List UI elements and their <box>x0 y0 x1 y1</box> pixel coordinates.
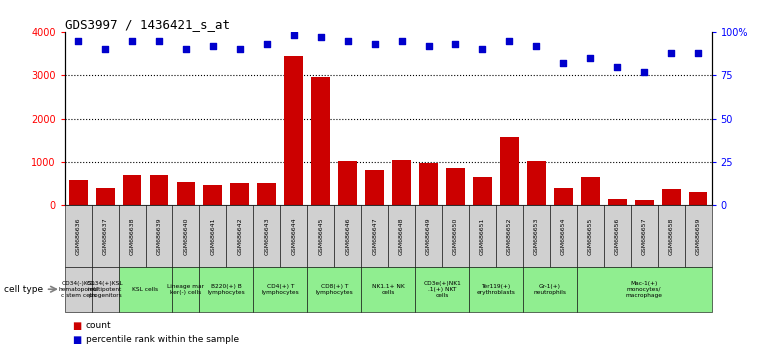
Bar <box>392 160 411 205</box>
Text: GSM686641: GSM686641 <box>211 217 215 255</box>
Point <box>638 69 650 75</box>
Point <box>288 33 300 38</box>
Bar <box>661 189 680 205</box>
Point <box>99 46 111 52</box>
Bar <box>419 163 438 205</box>
Text: CD3e(+)NK1
.1(+) NKT
cells: CD3e(+)NK1 .1(+) NKT cells <box>423 281 461 297</box>
Text: GSM686637: GSM686637 <box>103 217 107 255</box>
Bar <box>365 170 384 205</box>
Text: GSM686654: GSM686654 <box>561 217 565 255</box>
Point <box>557 60 569 66</box>
Text: CD8(+) T
lymphocytes: CD8(+) T lymphocytes <box>315 284 353 295</box>
Bar <box>527 161 546 205</box>
Bar <box>338 161 357 205</box>
Bar <box>689 192 708 205</box>
Point <box>126 38 139 44</box>
Text: ■: ■ <box>72 335 81 345</box>
Bar <box>635 200 654 205</box>
Point <box>314 34 326 40</box>
Text: GSM686642: GSM686642 <box>237 217 242 255</box>
Text: Lineage mar
ker(-) cells: Lineage mar ker(-) cells <box>167 284 205 295</box>
Text: ■: ■ <box>72 321 81 331</box>
Bar <box>150 175 168 205</box>
Text: GSM686656: GSM686656 <box>615 217 619 255</box>
Text: percentile rank within the sample: percentile rank within the sample <box>86 335 239 344</box>
Text: NK1.1+ NK
cells: NK1.1+ NK cells <box>371 284 405 295</box>
Text: CD34(+)KSL
multipotent
progenitors: CD34(+)KSL multipotent progenitors <box>87 281 123 297</box>
Text: GSM686648: GSM686648 <box>399 217 404 255</box>
Point <box>584 55 597 61</box>
Bar <box>231 183 250 205</box>
Text: CD34(-)KSL
hematopoieti
c stem cells: CD34(-)KSL hematopoieti c stem cells <box>59 281 97 297</box>
Point <box>153 38 165 44</box>
Point <box>450 41 462 47</box>
Text: GSM686651: GSM686651 <box>480 217 485 255</box>
Text: GSM686655: GSM686655 <box>587 217 593 255</box>
Text: GSM686645: GSM686645 <box>318 217 323 255</box>
Text: GSM686657: GSM686657 <box>642 217 647 255</box>
Point <box>207 43 219 48</box>
Bar <box>285 56 303 205</box>
Text: GSM686636: GSM686636 <box>75 217 81 255</box>
Point <box>422 43 435 48</box>
Bar <box>446 167 465 205</box>
Point <box>261 41 273 47</box>
Bar <box>473 177 492 205</box>
Point <box>180 46 192 52</box>
Point <box>503 38 515 44</box>
Text: GSM686644: GSM686644 <box>291 217 296 255</box>
Point <box>665 50 677 56</box>
Bar <box>68 180 88 205</box>
Bar <box>500 137 519 205</box>
Point <box>72 38 84 44</box>
Text: B220(+) B
lymphocytes: B220(+) B lymphocytes <box>208 284 245 295</box>
Text: GSM686643: GSM686643 <box>264 217 269 255</box>
Bar <box>96 188 115 205</box>
Bar <box>554 188 573 205</box>
Text: GSM686647: GSM686647 <box>372 217 377 255</box>
Bar <box>177 182 196 205</box>
Text: count: count <box>86 321 112 330</box>
Point <box>530 43 543 48</box>
Text: GSM686639: GSM686639 <box>157 217 161 255</box>
Text: cell type: cell type <box>4 285 43 294</box>
Bar <box>203 185 222 205</box>
Point <box>342 38 354 44</box>
Text: Gr-1(+)
neutrophils: Gr-1(+) neutrophils <box>533 284 566 295</box>
Point <box>476 46 489 52</box>
Point <box>368 41 380 47</box>
Text: GSM686650: GSM686650 <box>453 217 458 255</box>
Bar <box>123 175 142 205</box>
Point <box>396 38 408 44</box>
Point <box>692 50 704 56</box>
Text: GSM686646: GSM686646 <box>345 217 350 255</box>
Text: CD4(+) T
lymphocytes: CD4(+) T lymphocytes <box>262 284 299 295</box>
Text: GDS3997 / 1436421_s_at: GDS3997 / 1436421_s_at <box>65 18 230 31</box>
Bar <box>311 78 330 205</box>
Text: GSM686649: GSM686649 <box>426 217 431 255</box>
Text: GSM686659: GSM686659 <box>696 217 701 255</box>
Bar <box>257 183 276 205</box>
Text: GSM686638: GSM686638 <box>129 217 135 255</box>
Text: GSM686640: GSM686640 <box>183 217 189 255</box>
Point <box>611 64 623 69</box>
Text: Mac-1(+)
monocytes/
macrophage: Mac-1(+) monocytes/ macrophage <box>626 281 663 297</box>
Text: GSM686653: GSM686653 <box>534 217 539 255</box>
Point <box>234 46 246 52</box>
Text: GSM686658: GSM686658 <box>669 217 673 255</box>
Bar <box>581 177 600 205</box>
Text: GSM686652: GSM686652 <box>507 217 512 255</box>
Bar <box>608 199 626 205</box>
Text: KSL cells: KSL cells <box>132 287 158 292</box>
Text: Ter119(+)
erythroblasts: Ter119(+) erythroblasts <box>476 284 515 295</box>
